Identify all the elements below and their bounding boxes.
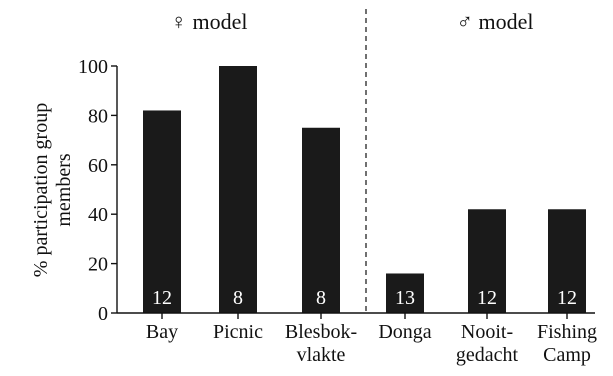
bar-0 xyxy=(143,110,181,314)
category-label-line-4-0: Nooit- xyxy=(461,321,513,343)
y-tick-label-3: 60 xyxy=(88,155,108,177)
bar-count-labels: 12 8 8 13 12 12 xyxy=(152,287,577,309)
bar-1 xyxy=(219,66,257,313)
bar-count-label-1: 8 xyxy=(233,287,243,309)
y-tick-label-2: 40 xyxy=(88,204,108,226)
bar-count-label-2: 8 xyxy=(316,287,326,309)
category-label-4: Nooit-gedacht xyxy=(456,321,519,366)
section-label-0: ♀ model xyxy=(171,9,248,34)
y-axis-label: % participation groupmembers xyxy=(30,103,75,277)
y-ticks: 0 20 40 60 80 100 xyxy=(78,56,117,325)
bar-3 xyxy=(386,273,424,313)
category-label-line-1-0: Picnic xyxy=(213,321,263,343)
category-label-line-2-1: vlakte xyxy=(297,344,346,366)
y-tick-label-0: 0 xyxy=(98,303,108,325)
y-axis-title-line-0: % participation group xyxy=(30,103,52,277)
section-label-1: ♂ model xyxy=(457,9,534,34)
y-tick-label-1: 20 xyxy=(88,254,108,276)
y-tick-label-5: 100 xyxy=(78,56,108,78)
section-labels: ♀ model ♂ model xyxy=(171,9,534,34)
category-label-0: Bay xyxy=(146,321,178,343)
bar-count-label-4: 12 xyxy=(477,287,497,309)
category-label-line-0-0: Bay xyxy=(146,321,178,343)
bar-2 xyxy=(302,127,340,313)
bar-4 xyxy=(468,209,506,313)
category-label-1: Picnic xyxy=(213,321,263,343)
category-label-3: Donga xyxy=(378,321,431,343)
y-tick-label-4: 80 xyxy=(88,105,108,127)
category-label-line-2-0: Blesbok- xyxy=(285,321,357,343)
category-label-5: Fishing Camp xyxy=(537,321,597,366)
x-ticks: Bay Picnic Blesbok-vlakte Donga Nooit-gedach… xyxy=(146,313,597,366)
category-label-line-4-1: gedacht xyxy=(456,344,519,366)
bars xyxy=(143,66,586,314)
bar-count-label-3: 13 xyxy=(395,287,415,309)
y-axis-title-line-1: members xyxy=(53,153,75,227)
category-label-line-5-0: Fishing xyxy=(537,321,597,343)
category-label-2: Blesbok-vlakte xyxy=(285,321,357,366)
axes xyxy=(116,66,595,314)
category-label-line-5-1: Camp xyxy=(543,344,591,366)
category-label-line-3-0: Donga xyxy=(378,321,431,343)
bar-5 xyxy=(548,209,586,313)
y-axis-title: % participation groupmembers xyxy=(30,103,75,277)
bar-count-label-5: 12 xyxy=(557,287,577,309)
bar-count-label-0: 12 xyxy=(152,287,172,309)
